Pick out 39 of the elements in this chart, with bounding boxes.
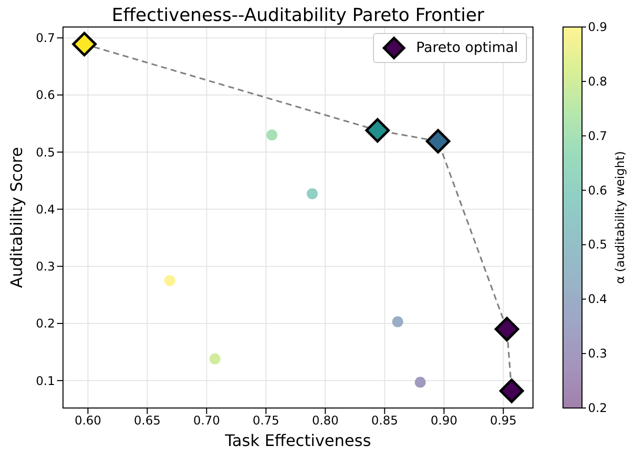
y-tick-label: 0.1 [36, 374, 55, 388]
point [209, 353, 220, 364]
chart-title: Effectiveness--Auditability Pareto Frontier [110, 5, 486, 26]
point [499, 378, 524, 404]
x-tick-label: 0.75 [252, 414, 280, 428]
point [392, 316, 404, 328]
x-tick-label: 0.60 [74, 414, 102, 428]
x-axis-title: Task Effectiveness [224, 431, 372, 450]
point [266, 129, 278, 140]
color-bar-label: 0.7 [588, 128, 608, 143]
color-bar-label: 0.2 [588, 401, 608, 415]
point [164, 275, 176, 286]
y-tick-label: 0.5 [36, 145, 55, 160]
color-bar-label: 0.5 [588, 238, 608, 252]
point [72, 32, 97, 56]
y-tick-label: 0.3 [36, 260, 55, 274]
x-tick-label: 0.95 [490, 414, 517, 428]
color-bar-label: 0.4 [588, 292, 608, 306]
legend-label: Pareto optimal [416, 40, 518, 56]
color-bar-label: 0.9 [588, 20, 608, 34]
point [306, 188, 318, 200]
y-tick-label: 0.2 [36, 316, 55, 331]
color-bar-label: 0.6 [588, 183, 608, 198]
point [365, 118, 390, 143]
color-bar-label: 0.8 [588, 74, 608, 88]
color-bar-title: α (auditability weight) [613, 151, 627, 284]
x-tick-label: 0.65 [134, 414, 161, 428]
x-tick-label: 0.85 [371, 414, 398, 428]
x-tick-label: 0.80 [312, 414, 339, 428]
x-tick-label: 0.90 [430, 414, 458, 428]
color-bar-label: 0.3 [588, 346, 608, 361]
y-tick-label: 0.7 [36, 31, 55, 46]
x-tick-label: 0.70 [193, 414, 220, 428]
point [414, 376, 426, 388]
point [494, 316, 520, 342]
point [426, 128, 450, 154]
y-tick-label: 0.4 [36, 202, 55, 216]
y-axis-title: Auditability Score [7, 147, 26, 288]
y-tick-label: 0.6 [36, 88, 55, 102]
